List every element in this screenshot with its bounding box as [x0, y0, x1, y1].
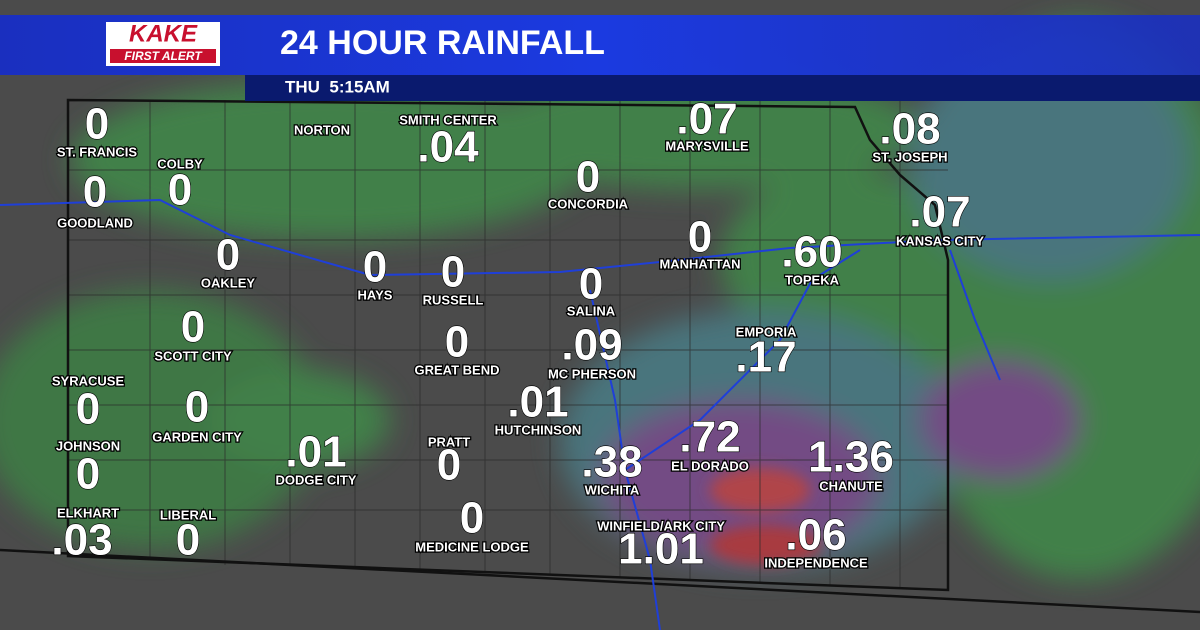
rainfall-amount: 1.36 — [808, 433, 894, 482]
rainfall-amount: 0 — [216, 231, 240, 280]
city-name: MANHATTAN — [659, 256, 740, 271]
city-name: LIBERAL — [160, 507, 216, 522]
rainfall-amount: 0 — [363, 243, 387, 292]
rainfall-amount: 0 — [76, 385, 100, 434]
city-name: SALINA — [567, 303, 616, 318]
city-labels: 0ST. FRANCIS0COLBY0GOODLAND0OAKLEYNORTON… — [51, 94, 986, 574]
city-name: GOODLAND — [57, 215, 133, 230]
rainfall-amount: .03 — [51, 516, 112, 565]
city-name: EMPORIA — [736, 324, 797, 339]
city-name: GARDEN CITY — [152, 429, 242, 444]
city-name: MEDICINE LODGE — [415, 539, 529, 554]
timestamp: THU 5:15AM — [285, 77, 390, 96]
city-name: NORTON — [294, 122, 350, 137]
city-name: INDEPENDENCE — [764, 555, 868, 570]
city-name: HUTCHINSON — [495, 422, 582, 437]
header: KAKE FIRST ALERT 24 HOUR RAINFALL THU 5:… — [0, 15, 1200, 101]
rainfall-amount: 0 — [437, 441, 461, 490]
logo-bottom: FIRST ALERT — [124, 49, 203, 63]
city-name: ELKHART — [57, 505, 119, 520]
time-bar — [245, 75, 1200, 101]
rainfall-amount: 0 — [85, 100, 109, 149]
city-name: SCOTT CITY — [154, 348, 232, 363]
rainfall-amount: 0 — [185, 383, 209, 432]
city-name: PRATT — [428, 434, 470, 449]
rainfall-amount: .08 — [879, 105, 940, 154]
city-name: ST. FRANCIS — [57, 144, 138, 159]
city-name: ST. JOSEPH — [872, 149, 947, 164]
city-name: WICHITA — [585, 482, 640, 497]
city-name: RUSSELL — [423, 292, 484, 307]
title: 24 HOUR RAINFALL — [280, 24, 605, 62]
city-name: MARYSVILLE — [665, 138, 749, 153]
rainfall-amount: .72 — [679, 413, 740, 462]
highways — [0, 198, 1200, 630]
rainfall-amount: .04 — [417, 123, 479, 172]
state-border-south — [0, 548, 1200, 614]
rainfall-amount: .06 — [785, 511, 846, 560]
rainfall-amount: 0 — [181, 303, 205, 352]
rainfall-amount: 0 — [441, 248, 465, 297]
city-name: DODGE CITY — [276, 472, 357, 487]
rainfall-amount: 0 — [460, 494, 484, 543]
rainfall-amount: 0 — [76, 450, 100, 499]
county-lines — [68, 100, 948, 588]
rainfall-amount: .38 — [581, 438, 642, 487]
city-name: CHANUTE — [819, 478, 883, 493]
city-name: KANSAS CITY — [896, 233, 984, 248]
city-name: COLBY — [157, 156, 203, 171]
rainfall-amount: .60 — [781, 228, 842, 277]
city-name: OAKLEY — [201, 275, 256, 290]
city-name: EL DORADO — [671, 458, 749, 473]
rainfall-amount: 0 — [445, 318, 469, 367]
city-name: TOPEKA — [785, 272, 840, 287]
logo-strip — [110, 49, 216, 63]
rainfall-amount: .01 — [507, 378, 568, 427]
rainfall-amount: 0 — [176, 516, 200, 565]
rainfall-amount: 0 — [83, 168, 107, 217]
rainfall-amount: .07 — [909, 188, 970, 237]
city-name: GREAT BEND — [415, 362, 500, 377]
city-name: MC PHERSON — [548, 366, 636, 381]
rainfall-amount: .01 — [285, 428, 346, 477]
city-name: CONCORDIA — [548, 196, 629, 211]
city-name: HAYS — [358, 287, 393, 302]
city-name: WINFIELD/ARK CITY — [597, 518, 725, 533]
rainfall-amount: .09 — [561, 321, 622, 370]
rainfall-amount: .17 — [735, 333, 796, 382]
state-border — [66, 98, 950, 592]
rainfall-amount: 0 — [688, 213, 712, 262]
logo-top: KAKE — [129, 20, 198, 47]
city-name: SMITH CENTER — [399, 112, 497, 127]
rainfall-amount: 0 — [579, 260, 603, 309]
rainfall-amount: 1.01 — [618, 525, 704, 574]
rainfall-amount: 0 — [576, 153, 600, 202]
city-name: JOHNSON — [56, 438, 120, 453]
city-name: SYRACUSE — [52, 373, 125, 388]
rainfall-amount: 0 — [168, 166, 192, 215]
rainfall-amount: .07 — [676, 95, 737, 144]
